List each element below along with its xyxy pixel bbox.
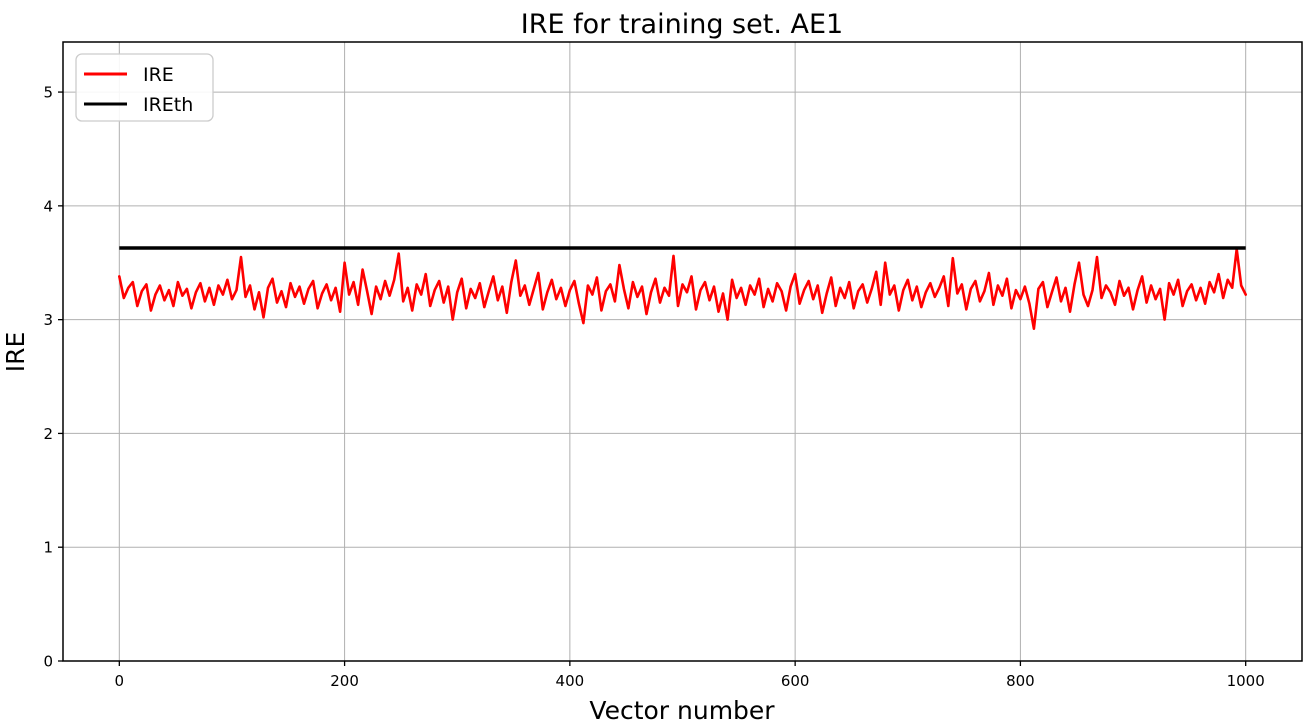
x-tick-label: 400 bbox=[556, 672, 585, 690]
y-tick-label: 3 bbox=[43, 311, 53, 329]
chart-title: IRE for training set. AE1 bbox=[521, 9, 843, 40]
x-tick-label: 600 bbox=[781, 672, 810, 690]
y-tick-label: 5 bbox=[43, 84, 53, 102]
y-tick-label: 4 bbox=[43, 197, 53, 215]
series-line-ire bbox=[118, 247, 1247, 331]
y-tick-label: 2 bbox=[43, 425, 53, 443]
x-tick-label: 1000 bbox=[1227, 672, 1265, 690]
legend: IRE IREth bbox=[75, 53, 214, 122]
x-tick-label: 0 bbox=[115, 672, 125, 690]
x-tick-label: 200 bbox=[330, 672, 359, 690]
axis-ticks: 0 200 400 600 800 1000 0 1 2 3 4 5 bbox=[43, 84, 1264, 690]
x-axis-label: Vector number bbox=[589, 696, 775, 725]
legend-label-ireth: IREth bbox=[143, 94, 193, 116]
data-series bbox=[118, 246, 1247, 331]
y-tick-label: 1 bbox=[43, 539, 53, 557]
y-axis-label: IRE bbox=[1, 332, 30, 373]
y-tick-label: 0 bbox=[43, 653, 53, 671]
plot-border bbox=[62, 41, 1303, 662]
legend-label-ire: IRE bbox=[143, 64, 174, 86]
x-tick-label: 800 bbox=[1006, 672, 1035, 690]
